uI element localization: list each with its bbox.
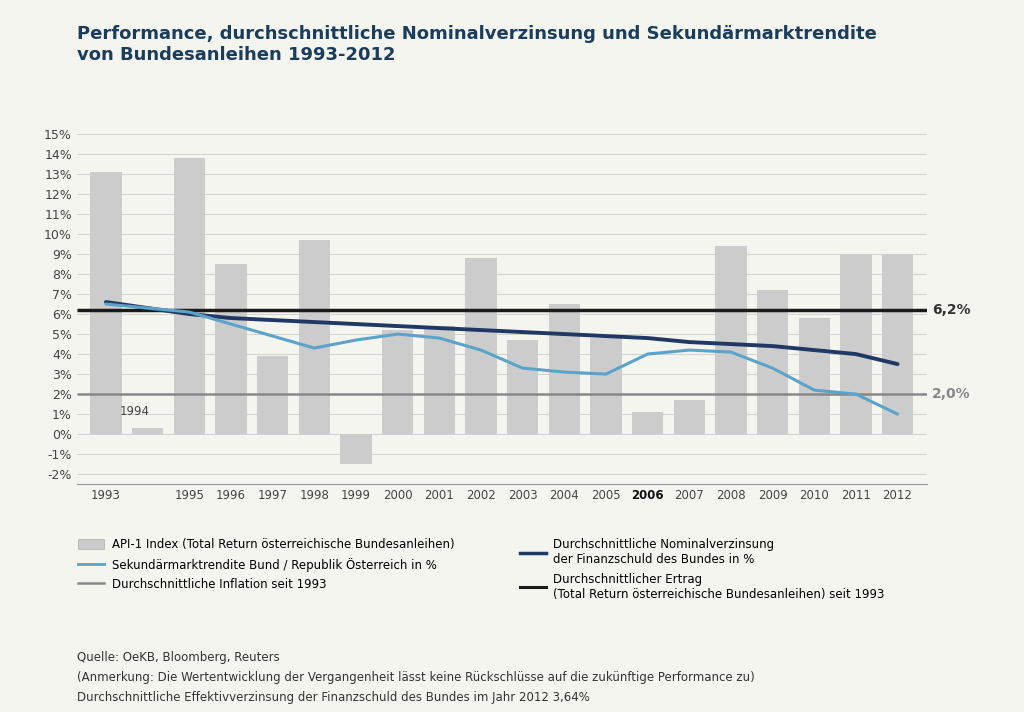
Bar xyxy=(90,172,122,434)
Bar xyxy=(799,318,829,434)
Bar xyxy=(882,254,913,434)
Text: (Anmerkung: Die Wertentwicklung der Vergangenheit lässt keine Rückschlüsse auf d: (Anmerkung: Die Wertentwicklung der Verg… xyxy=(77,671,755,684)
Bar xyxy=(716,246,746,434)
Text: 1994: 1994 xyxy=(120,405,151,418)
Text: von Bundesanleihen 1993-2012: von Bundesanleihen 1993-2012 xyxy=(77,46,395,64)
Bar xyxy=(674,400,705,434)
Bar xyxy=(132,428,163,434)
Legend: Durchschnittliche Nominalverzinsung
der Finanzschuld des Bundes in %, Durchschni: Durchschnittliche Nominalverzinsung der … xyxy=(520,538,885,601)
Bar xyxy=(632,412,664,434)
Bar xyxy=(257,356,288,434)
Bar xyxy=(507,340,539,434)
Bar xyxy=(590,338,622,434)
Bar xyxy=(757,290,788,434)
Bar xyxy=(465,258,497,434)
Text: Quelle: OeKB, Bloomberg, Reuters: Quelle: OeKB, Bloomberg, Reuters xyxy=(77,651,280,664)
Bar xyxy=(841,254,871,434)
Text: 6,2%: 6,2% xyxy=(932,303,971,317)
Bar xyxy=(299,240,330,434)
Bar xyxy=(382,330,414,434)
Bar xyxy=(340,434,372,464)
Bar xyxy=(174,158,205,434)
Bar xyxy=(215,264,247,434)
Bar xyxy=(424,326,455,434)
Text: Durchschnittliche Effektivverzinsung der Finanzschuld des Bundes im Jahr 2012 3,: Durchschnittliche Effektivverzinsung der… xyxy=(77,691,590,704)
Text: 2,0%: 2,0% xyxy=(932,387,971,401)
Bar xyxy=(549,304,580,434)
Text: Performance, durchschnittliche Nominalverzinsung und Sekundärmarktrendite: Performance, durchschnittliche Nominalve… xyxy=(77,25,877,43)
